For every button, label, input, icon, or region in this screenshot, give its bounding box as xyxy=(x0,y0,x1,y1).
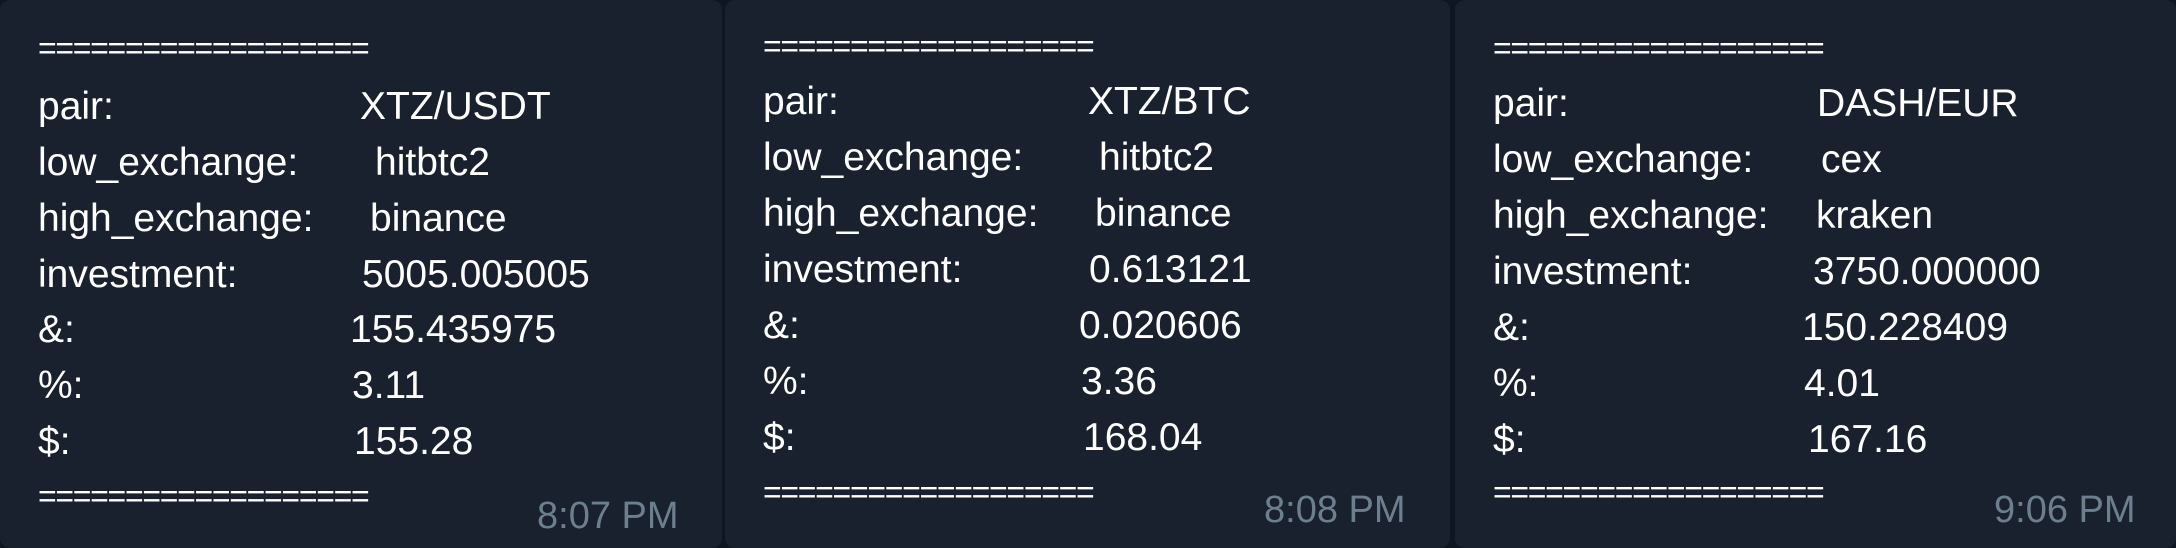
row-dollar: $: 168.04 xyxy=(763,410,1450,466)
row-value: 155.28 xyxy=(354,420,474,463)
separator-bottom: =================== xyxy=(38,478,370,514)
separator-top: =================== xyxy=(763,28,1095,64)
message-bubble[interactable]: =================== pair: DASH/EUR low_e… xyxy=(1455,0,2176,548)
message-bubble[interactable]: =================== pair: XTZ/USDT low_e… xyxy=(0,0,722,548)
row-value: 0.020606 xyxy=(1079,304,1242,347)
row-investment: investment: 0.613121 xyxy=(763,242,1450,298)
separator-bottom: =================== xyxy=(1493,474,1825,510)
row-key: $: xyxy=(763,416,796,459)
row-value: XTZ/BTC xyxy=(1088,80,1251,123)
row-key: %: xyxy=(1493,362,1539,405)
row-percent: %: 4.01 xyxy=(1493,356,2176,412)
message-time: 8:08 PM xyxy=(1264,489,1406,531)
row-key: $: xyxy=(38,420,71,463)
separator-top: =================== xyxy=(1493,30,1825,66)
row-ampersand: &: 155.435975 xyxy=(38,302,722,358)
row-key: %: xyxy=(38,364,84,407)
row-key: low_exchange: xyxy=(1493,138,1754,181)
row-value: 3750.000000 xyxy=(1813,250,2041,293)
row-key: low_exchange: xyxy=(38,141,299,184)
row-low-exchange: low_exchange: hitbtc2 xyxy=(763,130,1450,186)
row-value: 150.228409 xyxy=(1802,306,2009,349)
row-key: pair: xyxy=(763,80,839,123)
message-time: 8:07 PM xyxy=(537,495,679,537)
row-value: 3.36 xyxy=(1081,360,1157,403)
row-dollar: $: 155.28 xyxy=(38,414,722,470)
row-value: 167.16 xyxy=(1808,418,1928,461)
row-value: 3.11 xyxy=(352,364,426,407)
row-low-exchange: low_exchange: cex xyxy=(1493,132,2176,188)
row-key: &: xyxy=(763,304,800,347)
row-investment: investment: 3750.000000 xyxy=(1493,244,2176,300)
row-key: low_exchange: xyxy=(763,136,1024,179)
row-key: $: xyxy=(1493,418,1526,461)
row-value: 4.01 xyxy=(1804,362,1880,405)
separator-bottom: =================== xyxy=(763,474,1095,510)
row-value: hitbtc2 xyxy=(1099,136,1214,179)
row-value: DASH/EUR xyxy=(1817,82,2019,125)
separator-top: =================== xyxy=(38,30,370,66)
row-key: &: xyxy=(1493,306,1530,349)
row-key: &: xyxy=(38,308,75,351)
row-ampersand: &: 0.020606 xyxy=(763,298,1450,354)
row-value: XTZ/USDT xyxy=(360,85,551,128)
row-value: binance xyxy=(1095,192,1232,235)
row-low-exchange: low_exchange: hitbtc2 xyxy=(38,135,722,191)
row-key: %: xyxy=(763,360,809,403)
row-pair: pair: XTZ/USDT xyxy=(38,79,722,135)
row-pair: pair: XTZ/BTC xyxy=(763,74,1450,130)
row-value: binance xyxy=(370,197,507,240)
row-ampersand: &: 150.228409 xyxy=(1493,300,2176,356)
row-key: investment: xyxy=(1493,250,1693,293)
row-key: pair: xyxy=(1493,82,1569,125)
row-value: cex xyxy=(1821,138,1882,181)
row-high-exchange: high_exchange: binance xyxy=(763,186,1450,242)
row-key: investment: xyxy=(763,248,963,291)
row-value: 0.613121 xyxy=(1089,248,1252,291)
message-bubble[interactable]: =================== pair: XTZ/BTC low_ex… xyxy=(725,0,1450,548)
row-value: kraken xyxy=(1816,194,1934,237)
row-investment: investment: 5005.005005 xyxy=(38,247,722,303)
row-value: 155.435975 xyxy=(350,308,557,351)
row-value: 5005.005005 xyxy=(362,253,590,296)
row-percent: %: 3.36 xyxy=(763,354,1450,410)
row-dollar: $: 167.16 xyxy=(1493,412,2176,468)
row-key: pair: xyxy=(38,85,114,128)
row-key: high_exchange: xyxy=(1493,194,1769,237)
row-pair: pair: DASH/EUR xyxy=(1493,76,2176,132)
row-value: 168.04 xyxy=(1083,416,1203,459)
message-time: 9:06 PM xyxy=(1994,489,2136,531)
row-high-exchange: high_exchange: binance xyxy=(38,191,722,247)
row-percent: %: 3.11 xyxy=(38,358,722,414)
row-value: hitbtc2 xyxy=(375,141,490,184)
row-high-exchange: high_exchange: kraken xyxy=(1493,188,2176,244)
row-key: investment: xyxy=(38,253,238,296)
row-key: high_exchange: xyxy=(763,192,1039,235)
row-key: high_exchange: xyxy=(38,197,314,240)
